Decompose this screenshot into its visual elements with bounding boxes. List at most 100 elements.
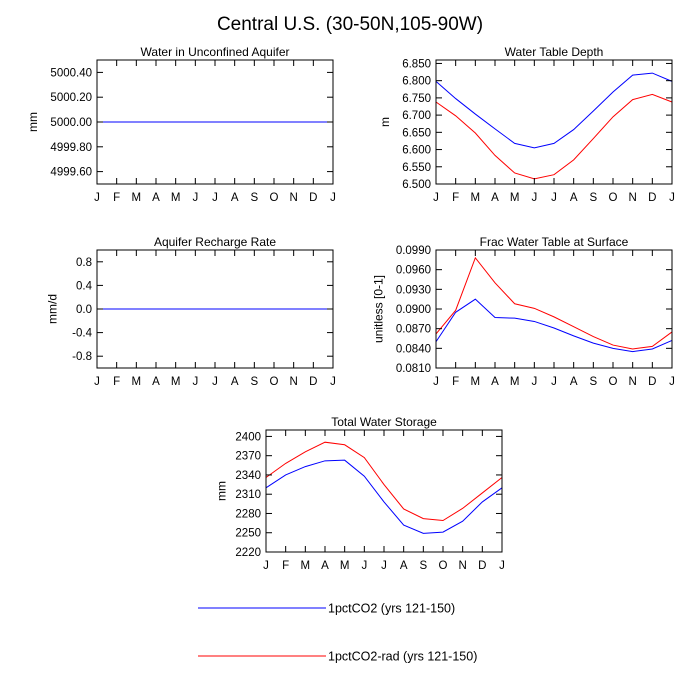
x-tick-label: A: [321, 560, 329, 572]
legend: 1pctCO2 (yrs 121-150) 1pctCO2-rad (yrs 1…: [198, 602, 477, 664]
panels: J F M A M J J A S O N D J4999.604999.805000.005000.2…: [26, 45, 675, 572]
x-tick-label: J: [330, 376, 336, 388]
x-tick-label: D: [648, 192, 656, 204]
y-tick-label: 0.0870: [396, 324, 431, 336]
x-tick-label: J: [531, 192, 537, 204]
y-axis-label: mm: [26, 112, 40, 132]
y-tick-label: 0.0: [76, 304, 92, 316]
y-tick-label: 2370: [235, 451, 261, 463]
x-tick-label: J: [94, 192, 100, 204]
x-tick-label: J: [551, 376, 557, 388]
y-tick-label: 0.8: [76, 257, 92, 269]
x-tick-label: A: [152, 192, 160, 204]
x-tick-label: J: [192, 376, 198, 388]
x-tick-label: M: [301, 560, 311, 572]
panel-total-water-storage: J F M A M J J A S O N D J222022502280231023402370240…: [215, 415, 505, 572]
x-tick-label: O: [609, 376, 618, 388]
x-tick-label: A: [231, 376, 239, 388]
x-tick-label: S: [589, 376, 597, 388]
x-tick-label: N: [629, 192, 637, 204]
series-line-blue: [435, 72, 673, 149]
panel-frac-water-table-at-surface: J F M A M J J A S O N D J0.08100.08400.08700.09000.0…: [371, 235, 674, 388]
series-line-red: [435, 256, 673, 350]
x-tick-label: F: [282, 560, 289, 572]
y-tick-label: 0.0990: [396, 245, 431, 257]
x-tick-label: A: [491, 376, 499, 388]
y-tick-label: 4999.60: [50, 167, 92, 179]
x-tick-label: J: [192, 192, 198, 204]
x-tick-label: S: [250, 192, 258, 204]
x-tick-label: J: [669, 192, 675, 204]
y-tick-label: 4999.80: [50, 142, 92, 154]
x-tick-label: J: [433, 192, 439, 204]
x-tick-label: S: [419, 560, 427, 572]
y-tick-label: 6.700: [402, 110, 431, 122]
x-tick-label: J: [669, 376, 675, 388]
y-tick-label: 0.0840: [396, 343, 431, 355]
x-tick-label: N: [290, 376, 298, 388]
x-tick-label: J: [381, 560, 387, 572]
x-tick-label: J: [531, 376, 537, 388]
y-tick-label: 6.750: [402, 93, 431, 105]
panel-title: Frac Water Table at Surface: [480, 235, 629, 249]
y-axis-label: unitless [0-1]: [371, 275, 385, 343]
x-tick-label: A: [491, 192, 499, 204]
panel-water-table-depth: J F M A M J J A S O N D J6.5006.5506.6006.6506.7006.…: [378, 45, 675, 204]
x-tick-label: O: [270, 376, 279, 388]
x-tick-label: O: [609, 192, 618, 204]
y-tick-label: 0.0900: [396, 304, 431, 316]
x-tick-label: J: [263, 560, 269, 572]
panel-title: Aquifer Recharge Rate: [154, 235, 276, 249]
y-tick-label: 6.500: [402, 179, 431, 191]
y-tick-label: 0.0810: [396, 363, 431, 375]
y-tick-label: 0.0960: [396, 265, 431, 277]
panel-title: Water in Unconfined Aquifer: [141, 45, 290, 59]
x-tick-label: O: [439, 560, 448, 572]
panel-title: Total Water Storage: [331, 415, 437, 429]
y-tick-label: 5000.40: [50, 67, 92, 79]
x-tick-label: M: [471, 192, 481, 204]
x-tick-label: F: [113, 192, 120, 204]
x-tick-label: J: [94, 376, 100, 388]
x-tick-label: M: [171, 192, 181, 204]
y-tick-label: 2340: [235, 470, 261, 482]
x-tick-label: D: [648, 376, 656, 388]
x-tick-label: M: [471, 376, 481, 388]
y-axis-label: m: [378, 117, 392, 127]
x-tick-label: N: [629, 376, 637, 388]
x-tick-label: F: [113, 376, 120, 388]
y-tick-label: 6.800: [402, 76, 431, 88]
y-tick-label: 2400: [235, 431, 261, 443]
x-tick-label: M: [340, 560, 350, 572]
x-tick-label: A: [152, 376, 160, 388]
x-tick-label: M: [132, 376, 142, 388]
x-tick-label: A: [570, 376, 578, 388]
x-tick-label: J: [212, 376, 218, 388]
x-tick-label: M: [132, 192, 142, 204]
x-tick-label: A: [400, 560, 408, 572]
x-tick-label: J: [330, 192, 336, 204]
x-tick-label: S: [250, 376, 258, 388]
plot-frame: [265, 429, 503, 553]
series-line-blue: [435, 298, 673, 353]
x-tick-label: S: [589, 192, 597, 204]
series-line-red: [435, 93, 673, 180]
y-tick-label: 2310: [235, 489, 261, 501]
y-tick-label: -0.8: [72, 351, 92, 363]
x-tick-label: M: [171, 376, 181, 388]
x-tick-label: M: [510, 376, 520, 388]
x-tick-label: N: [459, 560, 467, 572]
y-tick-label: 5000.20: [50, 92, 92, 104]
x-tick-label: J: [361, 560, 367, 572]
x-tick-label: J: [212, 192, 218, 204]
y-axis-label: mm/d: [46, 294, 60, 324]
x-tick-label: O: [270, 192, 279, 204]
legend-label-1pctCO2: 1pctCO2 (yrs 121-150): [328, 602, 455, 616]
x-tick-label: M: [510, 192, 520, 204]
x-tick-label: J: [433, 376, 439, 388]
panel-title: Water Table Depth: [505, 45, 604, 59]
series-line-red: [265, 441, 503, 522]
plot-frame: [435, 59, 673, 185]
